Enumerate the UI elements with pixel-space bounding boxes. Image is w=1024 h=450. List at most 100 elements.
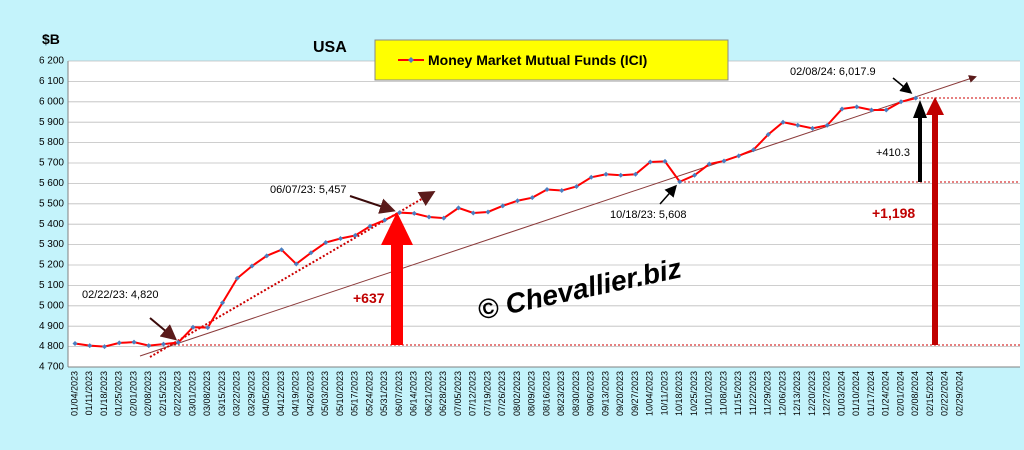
x-tick-label: 02/22/2024 — [940, 371, 950, 416]
data-point — [87, 343, 93, 349]
x-tick-label: 07/05/2023 — [453, 371, 463, 416]
x-tick-label: 01/04/2023 — [69, 371, 79, 416]
y-tick-label: 6 100 — [39, 76, 64, 87]
data-point — [559, 188, 565, 194]
x-tick-label: 09/06/2023 — [586, 371, 596, 416]
x-tick-label: 04/19/2023 — [291, 371, 301, 416]
data-point — [323, 240, 329, 246]
chart-title: USA — [313, 39, 347, 56]
y-tick-label: 5 400 — [39, 219, 64, 230]
annotation: +1,198 — [872, 205, 915, 221]
x-tick-label: 05/10/2023 — [335, 371, 345, 416]
data-point — [441, 215, 447, 221]
data-point — [102, 344, 107, 350]
y-tick-label: 5 800 — [39, 137, 64, 148]
x-tick-label: 02/01/2024 — [895, 371, 905, 416]
y-axis-label: $B — [42, 31, 60, 47]
x-tick-label: 11/01/2023 — [704, 371, 714, 415]
trend-line — [139, 75, 977, 357]
data-point — [397, 210, 402, 216]
data-point — [485, 209, 491, 215]
x-tick-label: 08/09/2023 — [527, 371, 537, 416]
data-point — [500, 203, 506, 209]
x-tick-label: 03/08/2023 — [202, 371, 212, 416]
x-tick-label: 02/01/2023 — [128, 371, 138, 416]
arrow — [659, 184, 677, 205]
data-point — [308, 250, 314, 256]
x-tick-label: 06/28/2023 — [438, 371, 448, 416]
x-tick-label: 02/15/2023 — [158, 371, 168, 416]
data-point — [234, 275, 240, 281]
data-point — [72, 341, 78, 347]
x-tick-label: 08/30/2023 — [571, 371, 581, 416]
data-point — [220, 300, 225, 306]
data-point — [706, 161, 712, 167]
data-point — [647, 159, 653, 165]
x-tick-label: 09/27/2023 — [630, 371, 640, 416]
data-point — [529, 195, 535, 201]
data-point — [603, 171, 609, 177]
x-tick-label: 09/13/2023 — [600, 371, 610, 416]
x-tick-label: 06/14/2023 — [409, 371, 419, 416]
data-point — [293, 261, 299, 267]
x-tick-label: 04/26/2023 — [305, 371, 315, 416]
data-point — [470, 210, 476, 216]
x-tick-label: 10/04/2023 — [645, 371, 655, 416]
legend-label: Money Market Mutual Funds (ICI) — [428, 52, 647, 68]
data-point — [131, 339, 137, 345]
data-point — [692, 172, 697, 178]
x-tick-label: 05/24/2023 — [364, 371, 374, 416]
y-tick-label: 5 300 — [39, 239, 64, 250]
data-point — [765, 131, 771, 137]
y-tick-label: 6 000 — [39, 96, 64, 107]
x-tick-label: 01/11/2023 — [84, 371, 94, 415]
data-point — [854, 104, 860, 110]
x-tick-label: 01/03/2024 — [836, 371, 846, 416]
x-tick-label: 07/12/2023 — [468, 371, 478, 416]
x-tick-label: 05/17/2023 — [350, 371, 360, 416]
x-tick-label: 12/06/2023 — [777, 371, 787, 416]
data-point — [279, 247, 284, 253]
arrow — [926, 97, 944, 345]
x-tick-label: 07/26/2023 — [497, 371, 507, 416]
x-tick-label: 08/02/2023 — [512, 371, 522, 416]
x-tick-label: 02/22/2023 — [173, 371, 183, 416]
data-point — [264, 253, 270, 259]
x-tick-label: 02/15/2024 — [925, 371, 935, 416]
data-point — [810, 125, 815, 131]
data-point — [869, 107, 874, 113]
x-tick-label: 10/18/2023 — [674, 371, 684, 416]
x-tick-label: 05/31/2023 — [379, 371, 389, 416]
arrow — [381, 212, 413, 345]
x-tick-label: 09/20/2023 — [615, 371, 625, 416]
data-point — [633, 171, 638, 177]
x-tick-label: 01/25/2023 — [114, 371, 124, 416]
x-tick-label: 11/08/2023 — [718, 371, 728, 415]
x-tick-label: 02/08/2023 — [143, 371, 153, 416]
y-tick-label: 5 000 — [39, 300, 64, 311]
x-tick-label: 05/03/2023 — [320, 371, 330, 416]
annotation: +410.3 — [876, 147, 910, 159]
x-tick-label: 01/10/2024 — [851, 371, 861, 416]
data-point — [839, 106, 845, 112]
data-point — [249, 263, 255, 269]
x-tick-label: 12/27/2023 — [822, 371, 832, 416]
annotation: 02/22/23: 4,820 — [82, 289, 158, 301]
grid — [68, 60, 1020, 368]
annotation: +637 — [353, 290, 385, 306]
data-point — [588, 174, 594, 180]
y-tick-label: 5 900 — [39, 117, 64, 128]
legend — [374, 39, 729, 81]
data-point — [544, 187, 550, 193]
x-tick-label: 03/01/2023 — [187, 371, 197, 416]
arrow — [892, 77, 913, 94]
x-tick-label: 03/15/2023 — [217, 371, 227, 416]
y-tick-label: 5 500 — [39, 198, 64, 209]
series-line — [74, 97, 916, 348]
arrow — [149, 317, 178, 341]
x-tick-label: 08/23/2023 — [556, 371, 566, 416]
data-point — [382, 217, 388, 223]
legend-marker — [408, 57, 414, 63]
y-tick-label: 4 700 — [39, 362, 64, 373]
